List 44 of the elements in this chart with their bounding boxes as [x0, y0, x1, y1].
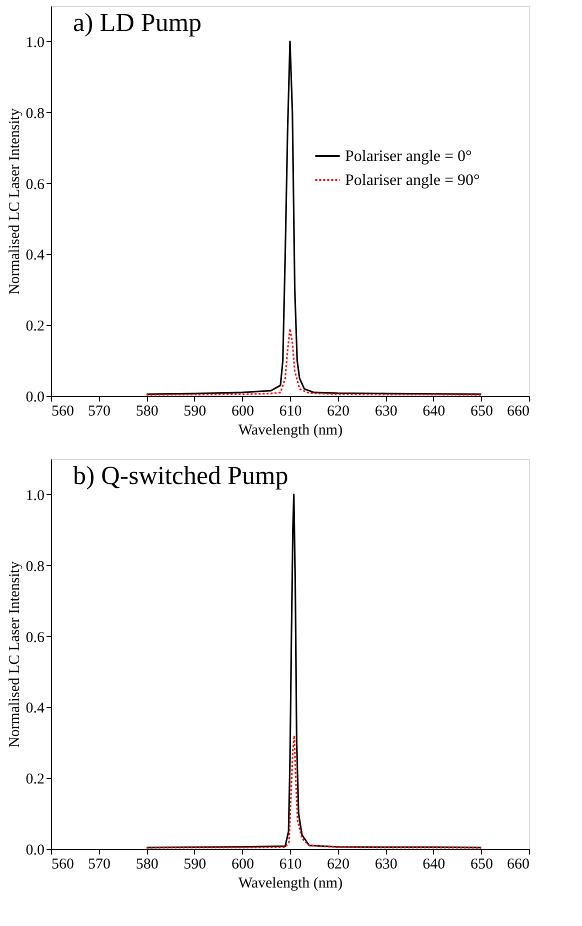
y-tick-label: 0.4 — [26, 700, 45, 717]
x-tick-label: 640 — [422, 856, 446, 872]
x-tick-label: 560 — [52, 856, 74, 872]
x-tick-label: 600 — [231, 404, 254, 420]
x-tick-label: 640 — [422, 404, 446, 420]
legend-label: Polariser angle = 0° — [345, 148, 472, 165]
y-axis-title: Normalised LC Laser Intensity — [6, 108, 23, 295]
x-tick-label: 620 — [327, 856, 350, 872]
x-tick-label: 660 — [507, 404, 530, 420]
y-tick-label: 0.0 — [26, 842, 44, 858]
y-tick-label: 0.6 — [26, 176, 45, 193]
chart-title: b) Q-switched Pump — [73, 461, 288, 490]
x-tick-label: 570 — [88, 404, 111, 420]
x-tick-label: 580 — [136, 404, 158, 420]
x-axis-title: Wavelength (nm) — [238, 422, 343, 438]
x-tick-label: 620 — [327, 404, 350, 420]
x-tick-label: 630 — [374, 404, 398, 420]
line-series — [146, 734, 482, 849]
y-tick-label: 0.8 — [26, 558, 44, 575]
y-tick-label: 0.6 — [26, 630, 45, 646]
y-tick-label: 0.0 — [26, 390, 44, 406]
x-tick-label: 650 — [470, 404, 493, 420]
x-tick-label: 600 — [231, 856, 254, 872]
legend-label: Polariser angle = 90° — [345, 172, 480, 189]
y-axis-title: Normalised LC Laser Intensity — [6, 560, 23, 748]
y-tick-label: 0.8 — [26, 106, 44, 122]
x-tick-label: 610 — [279, 856, 302, 872]
x-tick-label: 630 — [374, 856, 398, 872]
x-tick-label: 650 — [470, 856, 493, 872]
x-tick-label: 590 — [184, 856, 206, 872]
x-tick-label: 570 — [88, 856, 111, 872]
x-tick-label: 660 — [507, 856, 530, 872]
x-axis-title: Wavelength (nm) — [238, 876, 343, 892]
x-tick-label: 590 — [184, 404, 206, 420]
x-tick-label: 580 — [136, 856, 158, 872]
x-tick-label: 610 — [279, 404, 302, 420]
y-tick-label: 1.0 — [26, 488, 44, 504]
y-tick-label: 0.4 — [26, 248, 45, 264]
y-tick-label: 0.2 — [26, 772, 44, 788]
chart-title: a) LD Pump — [73, 8, 202, 37]
y-tick-label: 1.0 — [26, 34, 44, 51]
x-tick-label: 560 — [52, 404, 74, 420]
line-series — [146, 328, 482, 396]
y-tick-label: 0.2 — [26, 318, 44, 335]
